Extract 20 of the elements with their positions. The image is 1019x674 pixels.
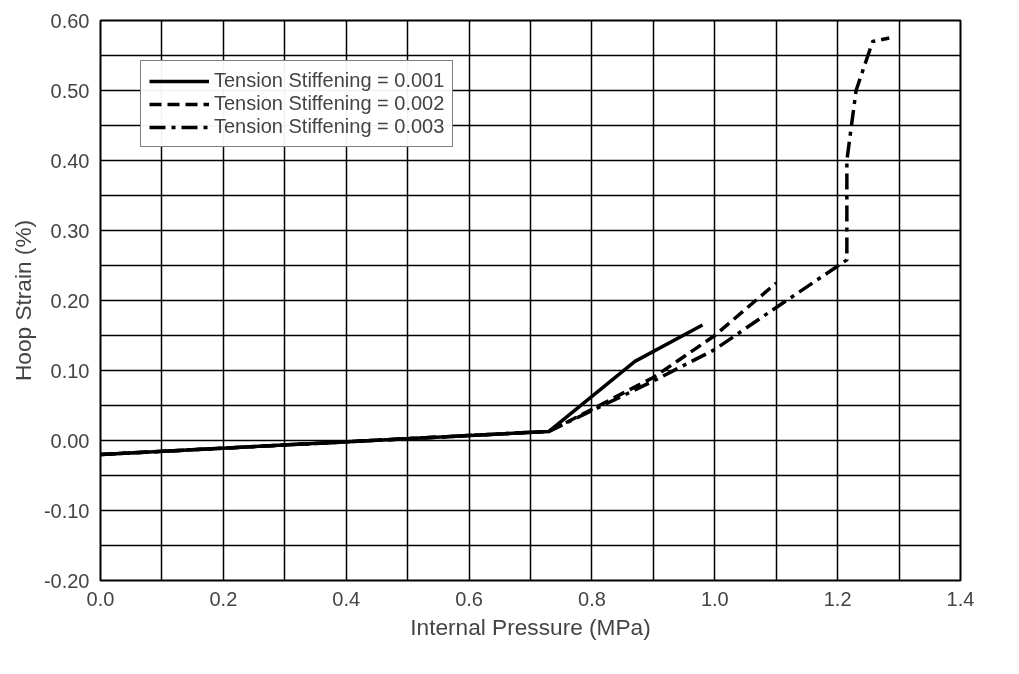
x-tick-label: 0.2 xyxy=(209,587,238,610)
x-tick-label: 1.2 xyxy=(823,587,852,610)
x-tick-label: 1.4 xyxy=(946,587,975,610)
y-tick-label: 0.20 xyxy=(50,289,90,312)
y-axis-title: Hoop Strain (%) xyxy=(9,219,36,382)
x-tick-label: 1.0 xyxy=(700,587,729,610)
x-tick-label: 0.8 xyxy=(578,587,606,610)
x-axis-title: Internal Pressure (MPa) xyxy=(410,613,651,640)
y-tick-label: 0.40 xyxy=(50,149,90,172)
legend-label: Tension Stiffening = 0.001 xyxy=(214,69,445,92)
legend-label: Tension Stiffening = 0.003 xyxy=(214,115,445,138)
x-tick-label: 0.6 xyxy=(455,587,483,610)
legend-label: Tension Stiffening = 0.002 xyxy=(214,92,445,115)
y-tick-label: 0.10 xyxy=(50,359,90,382)
y-tick-label: 0.00 xyxy=(50,429,90,452)
y-tick-label: 0.50 xyxy=(50,79,90,102)
y-tick-label: 0.60 xyxy=(50,9,90,32)
x-tick-label: 0.4 xyxy=(332,587,361,610)
y-tick-label: -0.10 xyxy=(43,499,90,522)
y-tick-label: 0.30 xyxy=(50,219,90,242)
